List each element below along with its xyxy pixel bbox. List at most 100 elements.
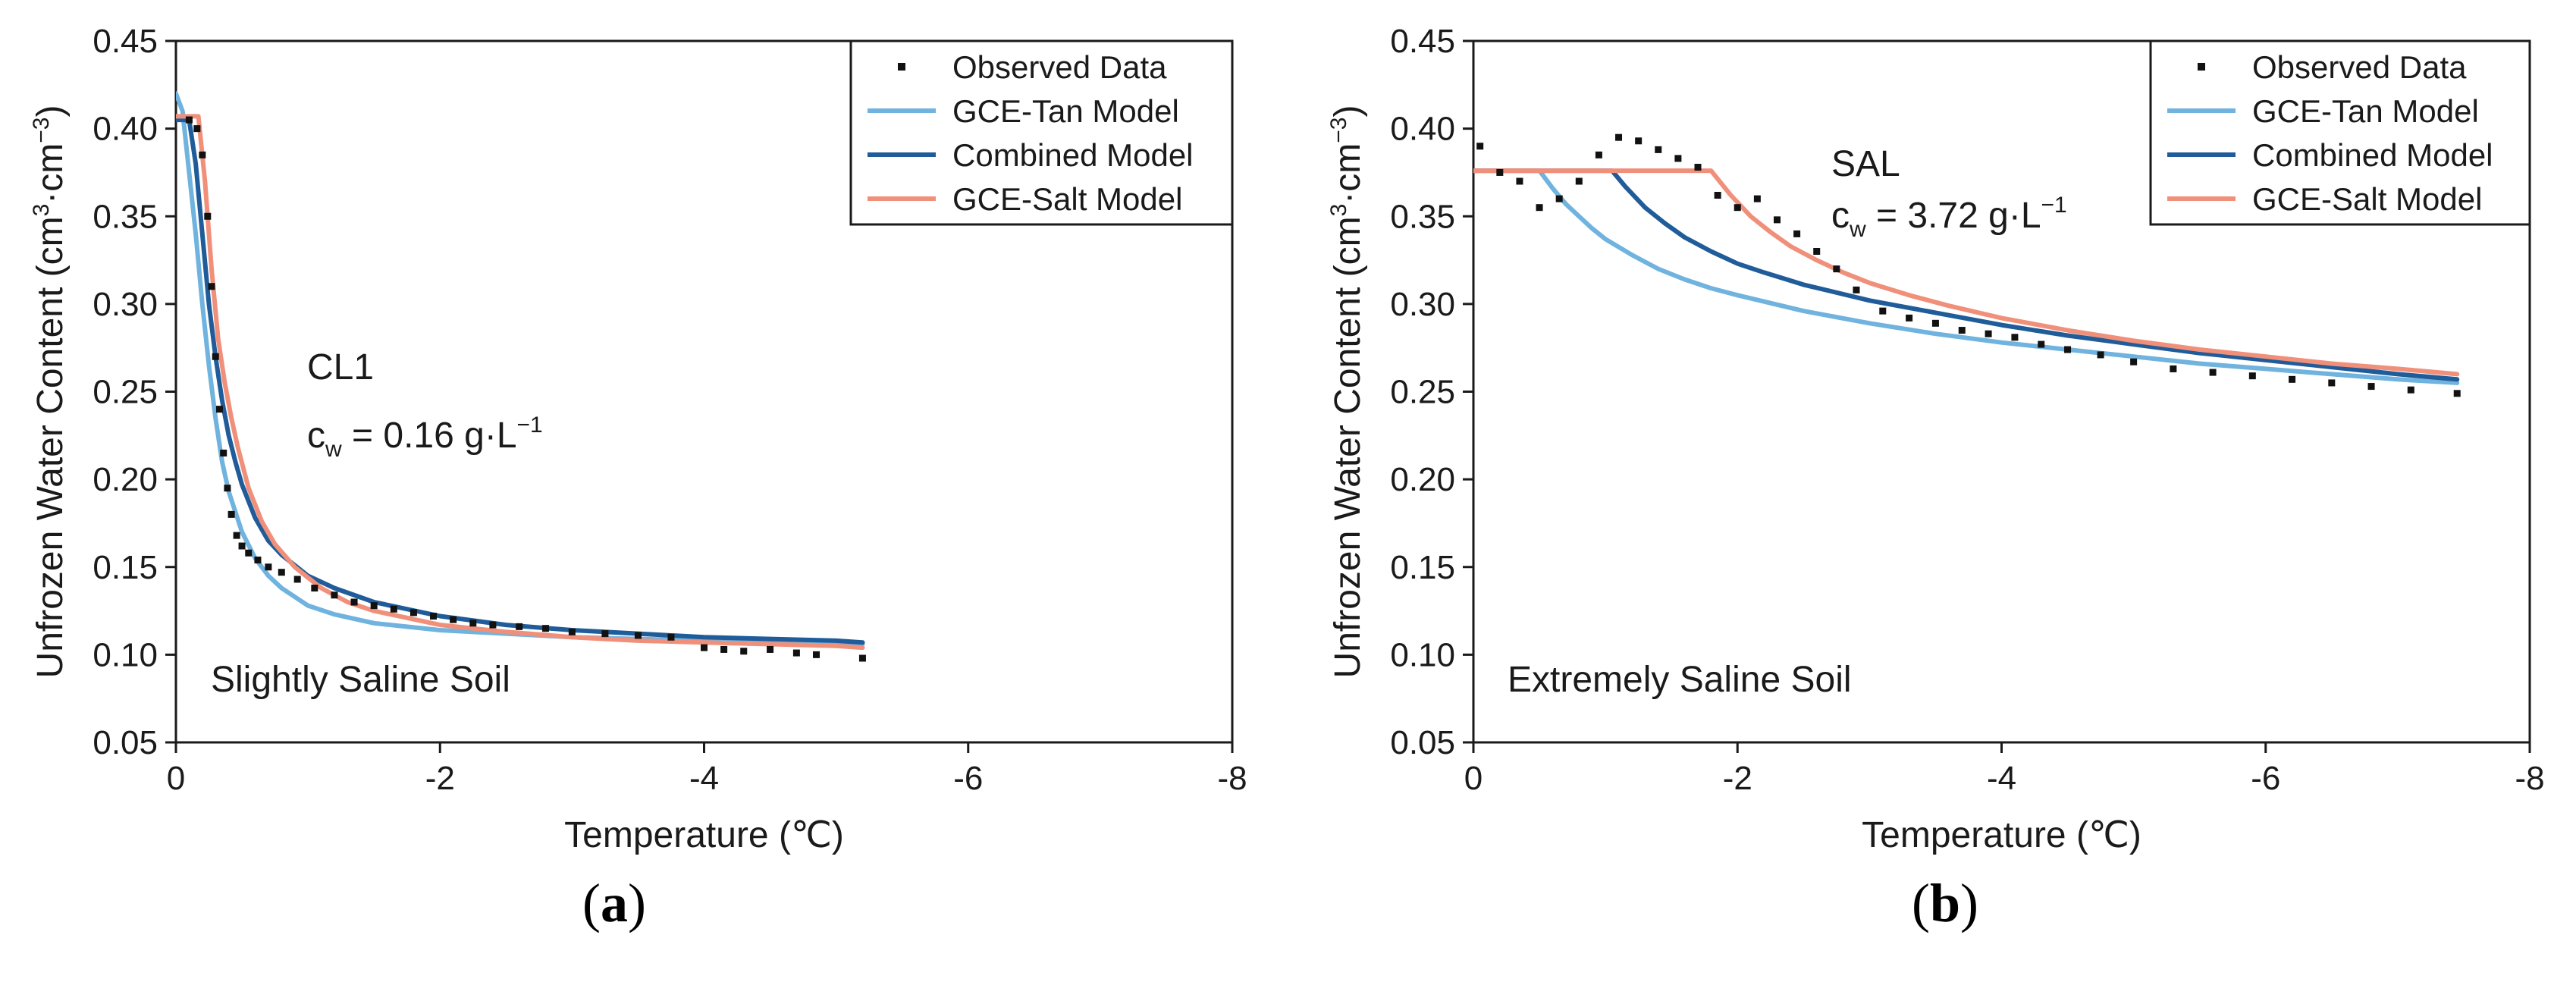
observed-data-point xyxy=(813,651,820,658)
y-tick-label: 0.35 xyxy=(1390,198,1455,235)
observed-data-point xyxy=(667,633,675,641)
y-axis-title-sup: 3 xyxy=(29,204,54,217)
observed-data-point xyxy=(2289,375,2296,383)
observed-data-point xyxy=(1555,195,1563,202)
chart-panel-a: 0 -2 -4 -6 -8 0.05 0.10 0.15 0.20 0.25 0.30 0.35 0.4… xyxy=(29,23,1247,933)
observed-data-point xyxy=(331,591,338,599)
y-tick-label: 0.15 xyxy=(1390,549,1455,586)
observed-data-point xyxy=(193,125,201,133)
observed-data-point xyxy=(1635,137,1643,145)
soil-type-annotation: Extremely Saline Soil xyxy=(1508,660,1852,700)
legend-box xyxy=(849,39,1234,226)
observed-data-point xyxy=(1595,151,1602,158)
observed-data-point xyxy=(1813,248,1821,255)
observed-data-point xyxy=(2064,346,2072,353)
y-axis-title-mid: ·cm xyxy=(30,143,71,204)
x-tick-label: 0 xyxy=(167,760,185,797)
observed-data-point xyxy=(1985,330,1992,337)
y-tick-label: 0.20 xyxy=(93,461,158,498)
panel-label: (b) xyxy=(1912,873,1978,933)
x-tick-label: -4 xyxy=(1987,760,2016,797)
legend-marker-observed xyxy=(2198,63,2205,71)
observed-data-point xyxy=(1853,286,1860,293)
observed-data-point xyxy=(1496,168,1504,176)
concentration-value: = 0.16 g·L xyxy=(342,416,517,456)
y-tick-label: 0.35 xyxy=(93,198,158,235)
legend-label: GCE-Tan Model xyxy=(2252,93,2479,129)
y-tick-label: 0.05 xyxy=(1390,724,1455,761)
legend-label: GCE-Salt Model xyxy=(952,181,1182,217)
observed-data-point xyxy=(792,649,800,657)
concentration-value: = 3.72 g·L xyxy=(1866,196,2041,236)
concentration-unit-sup: −1 xyxy=(2041,193,2067,218)
x-tick-label: 0 xyxy=(1464,760,1483,797)
concentration-subscript: w xyxy=(325,437,342,462)
y-axis-title-end: ) xyxy=(30,105,71,118)
concentration-annotation: cw = 0.16 g·L−1 xyxy=(307,413,543,462)
observed-data-point xyxy=(1674,155,1682,162)
observed-data-point xyxy=(1931,319,1939,327)
y-tick-label: 0.10 xyxy=(93,636,158,673)
y-tick-label: 0.10 xyxy=(1390,636,1455,673)
observed-data-point xyxy=(350,598,358,606)
observed-data-point xyxy=(1879,307,1887,315)
panel-label-paren: ( xyxy=(582,873,601,933)
gce-salt-model-line xyxy=(176,114,865,651)
observed-data-point xyxy=(185,116,193,124)
observed-data-point xyxy=(2097,351,2104,359)
combined-model-line xyxy=(1473,168,2460,382)
legend-label: GCE-Tan Model xyxy=(952,93,1179,129)
legend-label: Combined Model xyxy=(2252,137,2493,173)
observed-data-point xyxy=(245,549,253,557)
y-tick-label: 0.20 xyxy=(1390,461,1455,498)
panel-label-paren: ( xyxy=(1912,873,1930,933)
panel-label: (a) xyxy=(582,873,646,933)
observed-data-point xyxy=(2011,334,2019,341)
observed-data-point xyxy=(1773,216,1781,224)
panel-label-paren: ) xyxy=(1960,873,1978,933)
y-tick-label: 0.30 xyxy=(93,286,158,323)
soil-type-annotation: Slightly Saline Soil xyxy=(211,660,510,700)
gce-tan-model-line xyxy=(176,91,865,647)
y-axis-title: Unfrozen Water Content (cm3·cm−3) xyxy=(29,105,71,679)
legend-marker-observed xyxy=(898,63,905,71)
x-tick-label: -2 xyxy=(425,760,455,797)
y-tick-label: 0.40 xyxy=(1390,111,1455,148)
observed-data-point xyxy=(2209,369,2217,376)
combined-model-line xyxy=(176,118,865,645)
legend-label: Observed Data xyxy=(952,49,1167,85)
legend-box xyxy=(2149,39,2531,226)
legend-label: GCE-Salt Model xyxy=(2252,181,2482,217)
observed-data-point xyxy=(233,532,240,539)
observed-data-point xyxy=(516,623,523,630)
observed-data-point xyxy=(254,557,262,563)
panel-label-paren: ) xyxy=(628,873,646,933)
observed-data-point xyxy=(1575,177,1583,185)
gce-tan-model-line xyxy=(1473,168,2460,385)
x-tick-label: -8 xyxy=(1217,760,1247,797)
observed-data-point xyxy=(858,654,866,662)
legend-label: Observed Data xyxy=(2252,49,2467,85)
observed-data-point xyxy=(1714,192,1721,199)
y-axis-title-sup: 3 xyxy=(1326,204,1351,217)
concentration-annotation: cw = 3.72 g·L−1 xyxy=(1831,193,2067,242)
plot-data xyxy=(1473,133,2461,397)
x-tick-label: -2 xyxy=(1723,760,1752,797)
legend: Observed Data GCE-Tan Model Combined Model… xyxy=(849,39,1234,226)
y-axis-title-end: ) xyxy=(1328,105,1368,118)
observed-data-point xyxy=(601,630,609,638)
observed-data-point xyxy=(311,585,318,591)
observed-data-point xyxy=(199,151,206,158)
legend: Observed Data GCE-Tan Model Combined Model… xyxy=(2149,39,2531,226)
observed-data-point xyxy=(450,616,457,623)
observed-data-point xyxy=(542,625,550,632)
y-tick-label: 0.30 xyxy=(1390,286,1455,323)
y-axis-title-sup: −3 xyxy=(29,118,54,143)
observed-data-point xyxy=(265,563,272,571)
observed-data-point xyxy=(1958,327,1966,334)
observed-data-point xyxy=(220,449,227,456)
observed-data-point xyxy=(2170,365,2177,372)
y-tick-label: 0.15 xyxy=(93,549,158,586)
observed-data-point xyxy=(720,645,728,653)
